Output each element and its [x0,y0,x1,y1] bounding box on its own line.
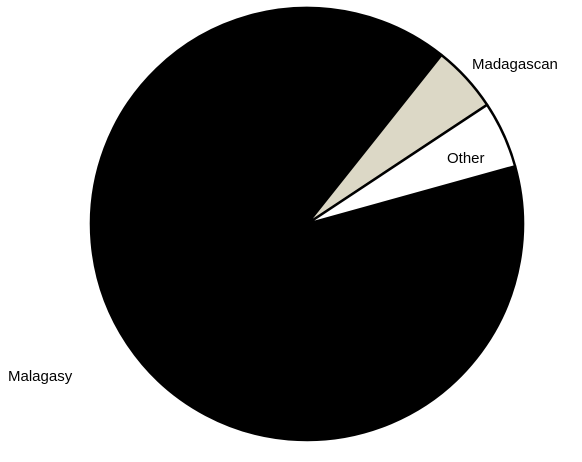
pie-slices [89,6,525,442]
pie-label-other: Other [447,150,485,167]
pie-slice-other [305,103,517,226]
pie-labels: Malagasy Madagascan Other [8,56,558,385]
pie-label-madagascan: Madagascan [472,56,558,73]
pie-label-malagasy: Malagasy [8,368,73,385]
